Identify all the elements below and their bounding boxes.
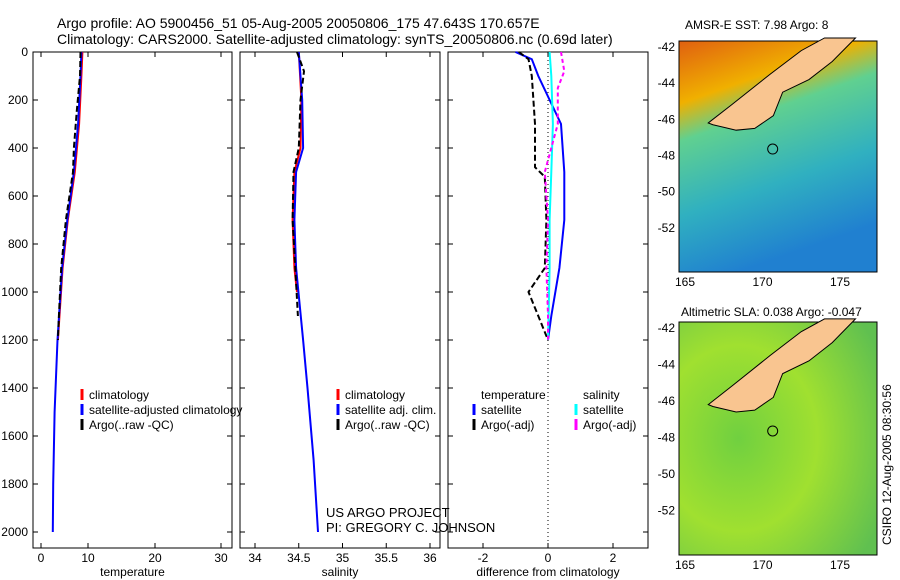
series-line-temperature-argo-adj- [518, 51, 549, 341]
map-x-tick-label: 170 [752, 275, 772, 289]
series-line-salinity-satellite [547, 51, 554, 341]
x-tick-label: 0 [545, 551, 552, 565]
x-tick-label: 10 [81, 551, 95, 565]
y-tick-label: 1600 [1, 429, 28, 443]
map-y-tick-label: -48 [658, 431, 676, 445]
legend-label: Argo(..raw -QC) [345, 418, 430, 432]
legend-label: temperature [481, 388, 546, 402]
map-y-tick-label: -42 [658, 40, 676, 54]
map-x-tick-label: 170 [752, 558, 772, 572]
legend-label: satellite [583, 403, 624, 417]
legend-label: satellite adj. clim. [345, 403, 436, 417]
x-tick-label: 35.5 [375, 551, 399, 565]
y-tick-label: 400 [8, 141, 28, 155]
title-line-2: Climatology: CARS2000. Satellite-adjuste… [57, 31, 613, 47]
map-title-sla: Altimetric SLA: 0.038 Argo: -0.047 [681, 305, 862, 319]
map-y-tick-label: -50 [658, 185, 676, 199]
legend-label: satellite [481, 403, 522, 417]
map-y-tick-label: -52 [658, 221, 676, 235]
land-new-zealand [707, 318, 857, 413]
legend-label: Argo(..raw -QC) [89, 418, 174, 432]
plot-frame-0 [32, 51, 233, 549]
x-tick-label: 0 [38, 551, 45, 565]
y-tick-label: 0 [21, 45, 28, 59]
map-title-sst: AMSR-E SST: 7.98 Argo: 8 [685, 18, 829, 32]
y-tick-label: 2000 [1, 525, 28, 539]
credit-line-1: US ARGO PROJECT [326, 505, 450, 520]
land-new-zealand [707, 37, 857, 131]
x-tick-label: 35 [336, 551, 350, 565]
x-tick-label: 34 [248, 551, 262, 565]
x-axis-label: temperature [100, 565, 165, 579]
x-tick-label: 34.5 [287, 551, 311, 565]
map-x-tick-label: 175 [830, 275, 850, 289]
x-tick-label: 30 [214, 551, 228, 565]
x-tick-label: 36 [423, 551, 437, 565]
legend-label: climatology [89, 388, 149, 402]
x-tick-label: 20 [148, 551, 162, 565]
map-x-tick-label: 175 [830, 558, 850, 572]
y-tick-label: 600 [8, 189, 28, 203]
y-tick-label: 1400 [1, 381, 28, 395]
legend-label: climatology [345, 388, 405, 402]
map-x-tick-label: 165 [675, 558, 695, 572]
y-tick-label: 800 [8, 237, 28, 251]
map-y-tick-label: -44 [658, 76, 676, 90]
map-y-tick-label: -46 [658, 112, 676, 126]
map-x-tick-label: 165 [675, 275, 695, 289]
series-line-satellite-adjusted-climatology [51, 51, 83, 533]
map-y-tick-label: -42 [658, 321, 676, 335]
x-tick-label: 2 [610, 551, 617, 565]
series-line-temperature-satellite [515, 51, 566, 341]
legend-label: Argo(-adj) [583, 418, 636, 432]
argo-float-location-marker [767, 425, 779, 437]
title-line-1: Argo profile: AO 5900456_51 05-Aug-2005 … [57, 15, 540, 31]
map-y-tick-label: -48 [658, 149, 676, 163]
legend-label: satellite-adjusted climatology [89, 403, 242, 417]
y-tick-label: 1000 [1, 285, 28, 299]
series-line-argo-raw-qc- [291, 51, 306, 317]
legend-label: Argo(-adj) [481, 418, 534, 432]
x-tick-label: -2 [478, 551, 489, 565]
argo-float-location-marker [767, 143, 779, 155]
series-line-argo-raw-qc- [56, 51, 82, 341]
map-y-tick-label: -52 [658, 504, 676, 518]
series-line-satellite-adj-clim- [293, 51, 319, 533]
y-tick-label: 200 [8, 93, 28, 107]
y-tick-label: 1800 [1, 477, 28, 491]
x-axis-label: difference from climatology [476, 565, 619, 579]
x-axis-label: salinity [322, 565, 359, 579]
map-y-tick-label: -50 [658, 467, 676, 481]
credit-line-2: PI: GREGORY C. JOHNSON [326, 520, 496, 535]
plot-frame-1 [239, 51, 441, 549]
map-y-tick-label: -44 [658, 358, 676, 372]
legend-label: salinity [583, 388, 620, 402]
map-y-tick-label: -46 [658, 394, 676, 408]
y-tick-label: 1200 [1, 333, 28, 347]
